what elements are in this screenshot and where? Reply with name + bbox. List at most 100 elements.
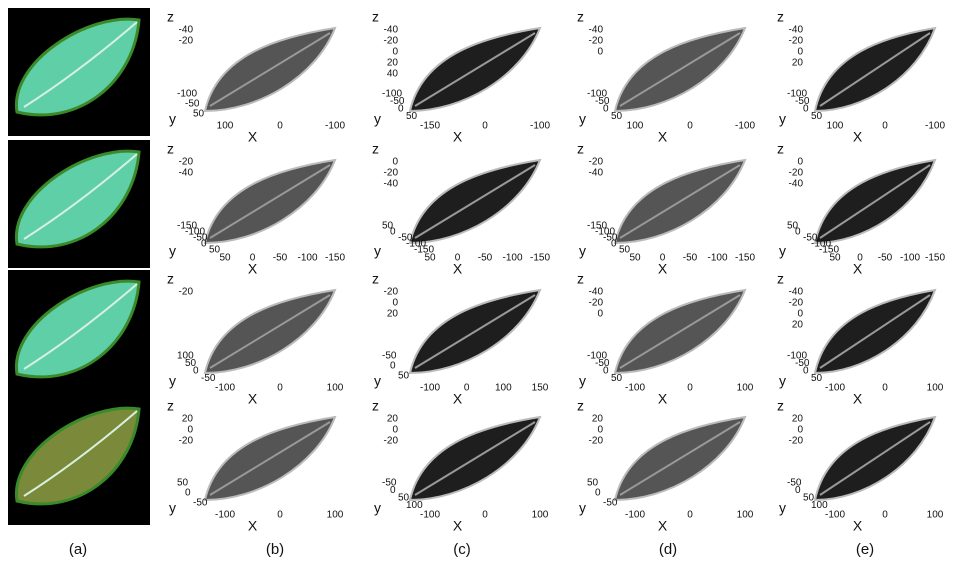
x-tick-label: 100 (495, 383, 512, 394)
y-axis-label: y (374, 243, 381, 259)
x-tick-label: -100 (625, 510, 645, 521)
column-label: (c) (453, 541, 471, 558)
x-tick-label: 0 (882, 121, 888, 132)
x-tick-label: -100 (502, 253, 522, 264)
x-tick-label: -100 (825, 510, 845, 521)
z-tick-label: -20 (384, 168, 399, 179)
y-axis-label: y (169, 243, 176, 259)
x-tick-label: -100 (215, 383, 235, 394)
z-tick-label: -40 (589, 168, 604, 179)
z-tick-label: -20 (179, 36, 194, 47)
x-tick-label: 0 (882, 510, 888, 521)
z-tick-label: 0 (597, 309, 603, 320)
plot-panel: z200-20y500-50-1000100X (167, 398, 344, 534)
plot-panel: z-20-40y-150-100-50050500-50-100-150X (577, 141, 755, 277)
z-tick-label: 20 (387, 58, 399, 69)
z-tick-label: 0 (797, 309, 803, 320)
y-tick-label: 0 (595, 488, 601, 499)
y-axis-label: y (169, 111, 176, 127)
x-tick-label: -150 (325, 253, 345, 264)
z-tick-label: -20 (179, 287, 194, 298)
y-axis-label: y (779, 243, 786, 259)
z-tick-label: 20 (592, 414, 604, 425)
z-tick-label: -20 (589, 298, 604, 309)
z-axis-label: z (777, 398, 784, 414)
x-tick-label: 0 (277, 383, 283, 394)
column-label: (d) (659, 541, 677, 558)
x-axis-label: X (658, 391, 668, 407)
z-tick-label: 20 (182, 414, 194, 425)
plot-panel: z-40-200y-100-500501000-100X (577, 9, 755, 145)
y-tick-label: 0 (803, 104, 809, 115)
z-axis-label: z (577, 141, 584, 157)
x-tick-label: 100 (627, 121, 644, 132)
z-tick-label: -20 (589, 157, 604, 168)
z-tick-label: 0 (392, 298, 398, 309)
x-tick-label: -100 (707, 253, 727, 264)
z-axis-label: z (577, 271, 584, 287)
y-axis-label: y (579, 243, 586, 259)
z-tick-label: -40 (384, 25, 399, 36)
x-tick-label: 0 (482, 510, 488, 521)
y-tick-label: 50 (811, 111, 823, 122)
x-tick-label: 50 (424, 253, 436, 264)
z-tick-label: 0 (797, 425, 803, 436)
z-tick-label: 20 (387, 309, 399, 320)
z-axis-label: z (372, 9, 379, 25)
x-tick-label: -150 (530, 253, 550, 264)
z-tick-label: -20 (589, 436, 604, 447)
x-axis-label: X (853, 261, 863, 277)
x-axis-label: X (453, 129, 463, 145)
y-tick-label: 0 (185, 488, 191, 499)
z-axis-label: z (372, 271, 379, 287)
plot-panel: z-20y100500-50-1000100X (167, 271, 344, 407)
x-tick-label: 100 (827, 121, 844, 132)
x-axis-label: X (853, 518, 863, 534)
x-tick-label: 50 (829, 253, 841, 264)
z-axis-label: z (167, 141, 174, 157)
x-tick-label: -50 (683, 253, 698, 264)
x-tick-label: -100 (420, 510, 440, 521)
y-tick-label: 0 (201, 239, 207, 250)
y-axis-label: y (374, 373, 381, 389)
x-tick-label: 0 (687, 510, 693, 521)
z-axis-label: z (167, 9, 174, 25)
y-axis-label: y (374, 111, 381, 127)
column-label: (b) (266, 541, 284, 558)
x-tick-label: -100 (297, 253, 317, 264)
z-tick-label: -20 (789, 36, 804, 47)
x-axis-label: X (658, 261, 668, 277)
plot-panel: z-40-200y-100-50050-1000100X (577, 271, 754, 407)
x-tick-label: 100 (532, 510, 549, 521)
x-tick-label: -50 (273, 253, 288, 264)
x-tick-label: 50 (219, 253, 231, 264)
x-tick-label: -50 (878, 253, 893, 264)
z-tick-label: 0 (187, 425, 193, 436)
y-axis-label: y (169, 373, 176, 389)
z-tick-label: 0 (392, 157, 398, 168)
z-tick-label: -20 (589, 36, 604, 47)
y-tick-label: 50 (398, 371, 410, 382)
y-axis-label: y (169, 500, 176, 516)
z-tick-label: -40 (789, 179, 804, 190)
y-axis-label: y (779, 500, 786, 516)
z-tick-label: 0 (392, 47, 398, 58)
x-axis-label: X (248, 129, 258, 145)
x-tick-label: -100 (420, 383, 440, 394)
x-tick-label: -150 (925, 253, 945, 264)
plot-panel: z-40-20020y-100-50050-1000100X (777, 271, 944, 407)
x-tick-label: 100 (737, 510, 754, 521)
y-tick-label: 0 (390, 227, 396, 238)
y-axis-label: y (779, 373, 786, 389)
x-tick-label: 100 (217, 121, 234, 132)
z-axis-label: z (777, 9, 784, 25)
z-tick-label: -20 (384, 36, 399, 47)
y-tick-label: 0 (398, 104, 404, 115)
x-axis-label: X (248, 518, 258, 534)
y-tick-label: 50 (811, 373, 823, 384)
z-tick-label: -40 (789, 25, 804, 36)
z-axis-label: z (577, 398, 584, 414)
